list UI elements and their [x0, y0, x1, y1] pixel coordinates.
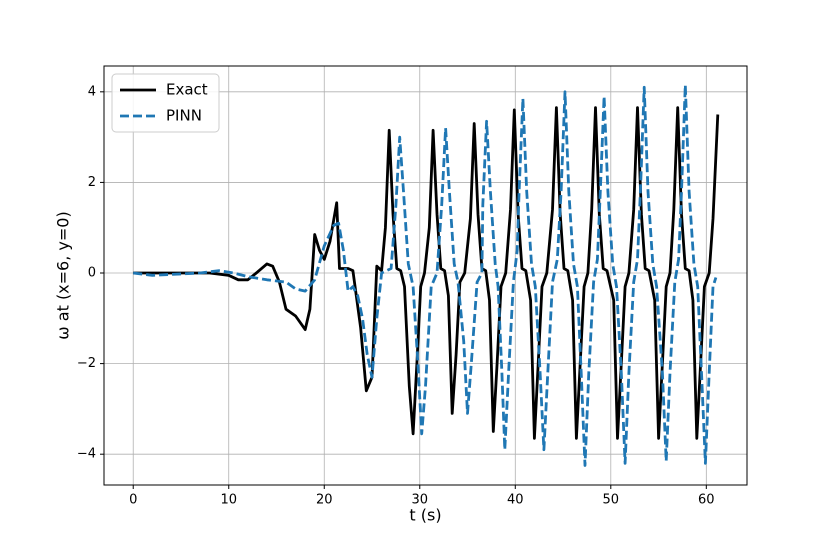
legend-box [111, 73, 220, 133]
x-axis-label: t (s) [409, 506, 441, 525]
x-tick-label: 20 [316, 493, 333, 508]
plot-frame [103, 65, 748, 486]
y-tick-label: −4 [77, 447, 96, 462]
line-series [133, 83, 718, 467]
y-tick-label: 0 [88, 266, 96, 281]
x-tick-label: 60 [698, 493, 715, 508]
x-tick-label: 40 [507, 493, 524, 508]
x-tick-label: 0 [129, 493, 137, 508]
x-tick-label: 50 [603, 493, 620, 508]
legend-text: Exact [166, 81, 208, 99]
y-tick-label: −2 [77, 356, 96, 371]
x-tick-label: 30 [411, 493, 428, 508]
line-series [133, 106, 720, 440]
y-tick-label: 4 [88, 84, 96, 99]
y-axis-label: ω at (x=6, y=0) [54, 211, 73, 339]
y-tick-label: 2 [88, 175, 96, 190]
x-tick-label: 10 [220, 493, 237, 508]
legend-text: PINN [166, 107, 202, 125]
